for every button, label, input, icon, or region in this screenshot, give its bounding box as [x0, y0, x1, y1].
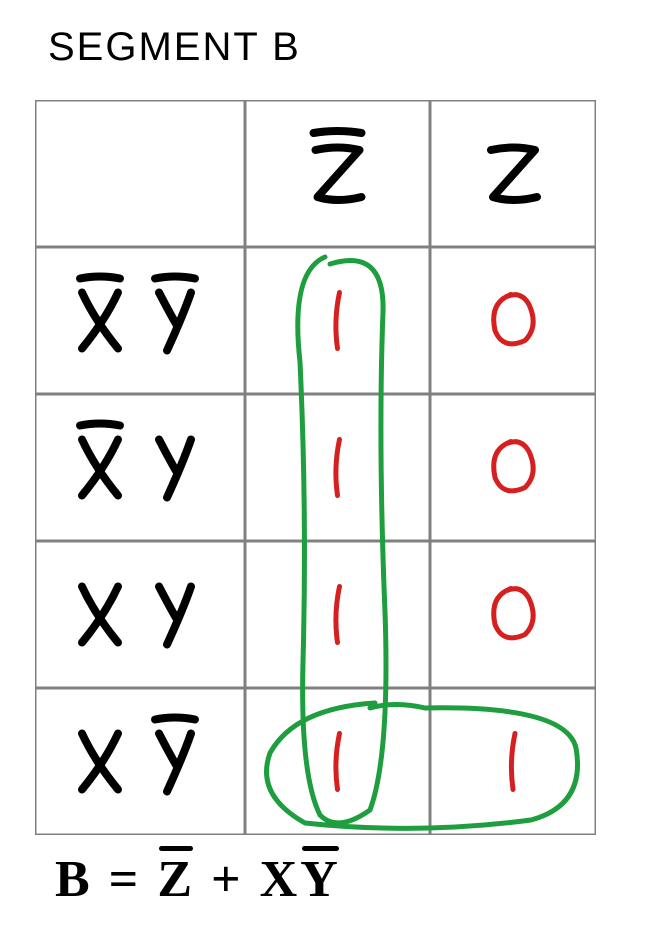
boolean-equation: B = Z + XY — [55, 850, 341, 909]
eq-zbar: Z — [157, 850, 195, 909]
cell-1-0 — [336, 440, 340, 496]
group-xybar-row — [267, 703, 578, 828]
kmap-svg — [35, 100, 596, 835]
row-header-2 — [82, 587, 191, 645]
cell-0-0 — [336, 293, 340, 349]
col-header-z — [491, 148, 537, 201]
row-header-0 — [80, 277, 195, 351]
cell-1-1 — [494, 442, 533, 491]
cell-3-1 — [511, 734, 515, 790]
eq-lhs: B = — [55, 851, 157, 908]
col-header-zbar — [314, 131, 362, 200]
page-title: SEGMENT B — [48, 25, 301, 70]
eq-ybar: Y — [300, 850, 341, 909]
cell-0-1 — [494, 295, 533, 344]
cell-2-1 — [494, 589, 533, 638]
eq-x: X — [260, 851, 301, 908]
cell-3-0 — [336, 734, 340, 790]
kmap-table — [35, 100, 596, 835]
cell-2-0 — [336, 587, 340, 643]
eq-plus: + — [195, 851, 260, 908]
row-header-1 — [80, 424, 191, 498]
row-header-3 — [82, 718, 195, 792]
